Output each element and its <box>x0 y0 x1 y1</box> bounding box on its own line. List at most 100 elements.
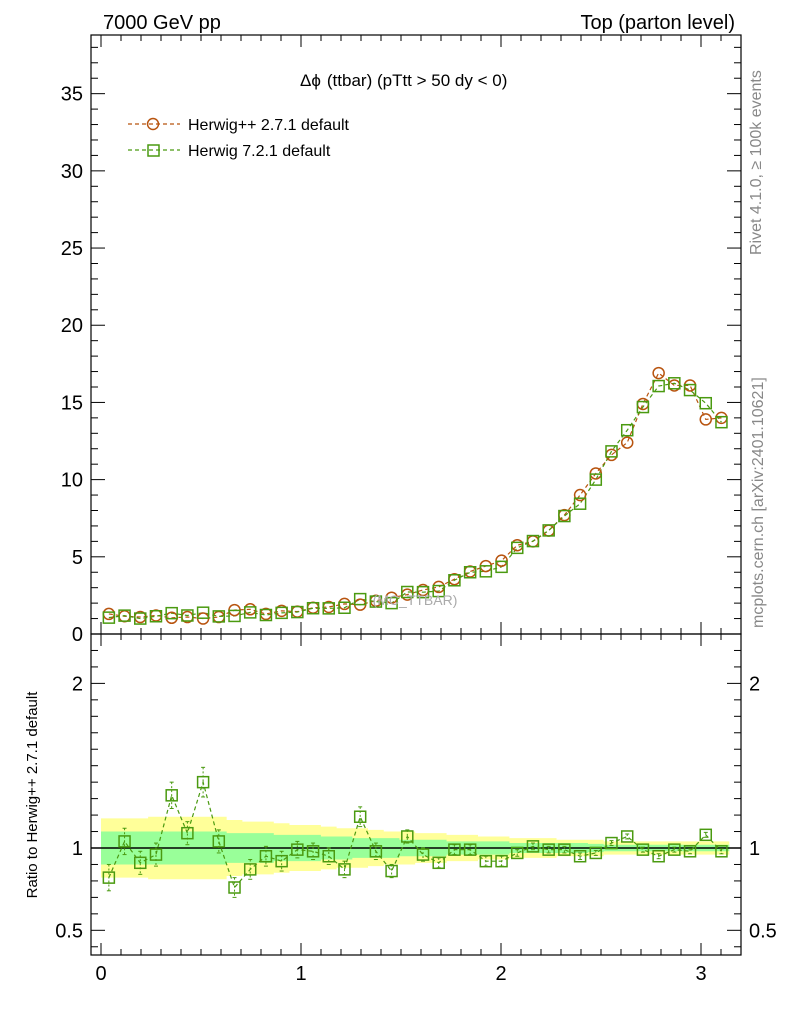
point-herwig7 <box>149 609 163 623</box>
ratio-point-herwig7 <box>134 856 147 870</box>
point-herwigpp <box>432 580 445 594</box>
point-herwig7 <box>526 534 540 548</box>
series-line-herwigpp <box>108 372 722 620</box>
point-herwig7 <box>511 541 524 555</box>
point-herwig7 <box>369 595 383 608</box>
point-herwig7 <box>668 377 681 390</box>
ratio-point-herwig7 <box>448 843 461 856</box>
ratio-y-tick-label-right: 2 <box>749 673 760 695</box>
ratio-point-herwig7 <box>102 871 116 884</box>
point-herwig7 <box>605 445 618 458</box>
ratio-point-herwig7 <box>212 835 226 848</box>
ratio-point-herwig7 <box>259 849 273 863</box>
point-herwig7 <box>306 601 320 615</box>
y-tick-label: 35 <box>61 84 83 106</box>
legend-label-herwigpp: Herwig++ 2.7.1 default <box>188 117 350 134</box>
x-tick-label: 1 <box>295 963 306 985</box>
ratio-point-herwig7 <box>338 863 351 876</box>
legend-marker-herwig7 <box>147 144 160 157</box>
mcplots-label: mcplots.cern.ch [arXiv:2401.10621] <box>750 377 767 628</box>
point-herwig7 <box>102 611 116 624</box>
y-tick-label: 10 <box>61 470 83 492</box>
point-herwigpp <box>526 535 540 548</box>
ratio-point-herwig7 <box>495 854 508 868</box>
point-herwig7 <box>558 509 571 523</box>
ratio-point-herwig7 <box>149 848 163 861</box>
point-herwig7 <box>652 379 665 393</box>
point-herwigpp <box>715 411 728 425</box>
main-panel: 0 5 10 15 20 25 30 35 <box>61 34 742 646</box>
point-herwig7 <box>683 383 697 397</box>
series-line-herwig7 <box>108 382 722 620</box>
ratio-point-herwig7 <box>589 846 603 860</box>
point-herwig7 <box>416 585 430 599</box>
point-herwig7 <box>463 565 477 579</box>
point-herwig7 <box>196 606 210 619</box>
ratio-point-herwig7 <box>228 881 241 894</box>
point-herwigpp <box>511 538 524 552</box>
x-tick-label: 3 <box>695 963 706 985</box>
point-herwigpp <box>652 366 665 380</box>
ratio-y-tick-label-right: 0.5 <box>749 920 777 942</box>
point-herwig7 <box>636 400 650 414</box>
ratio-point-herwig7 <box>668 843 681 856</box>
ratio-point-herwig7 <box>181 826 194 840</box>
point-herwigpp <box>463 565 477 578</box>
ratio-point-herwig7 <box>306 845 320 858</box>
legend-marker-herwigpp <box>146 117 160 131</box>
chart-title: Δϕ (ttbar) (pTtt > 50 dy < 0) <box>300 71 507 90</box>
point-herwig7 <box>118 609 131 622</box>
point-herwigpp <box>573 488 587 502</box>
x-tick-label: 0 <box>95 963 106 985</box>
y-tick-label: 20 <box>61 315 83 337</box>
point-herwigpp <box>620 436 634 449</box>
point-herwig7 <box>181 609 194 622</box>
y-tick-label: 0 <box>72 624 83 646</box>
ratio-ylabel: Ratio to Herwig++ 2.7.1 default <box>24 691 41 899</box>
x-tick-label: 2 <box>495 963 506 985</box>
ratio-point-herwig7 <box>243 863 257 876</box>
ratio-point-herwig7 <box>401 830 414 843</box>
point-herwig7 <box>542 524 555 537</box>
ratio-point-herwig7 <box>573 849 587 863</box>
point-herwig7 <box>495 560 508 574</box>
ratio-point-herwig7 <box>558 843 571 856</box>
ratio-point-herwig7 <box>636 843 650 856</box>
point-herwigpp <box>149 609 163 622</box>
header-right: Top (parton level) <box>580 12 735 34</box>
chart-title-symbol: Δϕ <box>300 71 321 90</box>
point-herwig7 <box>385 596 398 610</box>
y-tick-label: 5 <box>72 547 83 569</box>
point-herwigpp <box>699 413 713 426</box>
ratio-line-herwig7 <box>108 779 722 889</box>
ratio-point-herwig7 <box>291 843 304 856</box>
point-herwig7 <box>243 606 257 619</box>
ratio-point-herwig7 <box>369 845 383 858</box>
ratio-y-tick-label: 1 <box>72 838 83 860</box>
ratio-point-herwig7 <box>620 830 634 843</box>
ratio-y-tick-label: 0.5 <box>55 920 83 942</box>
point-herwigpp <box>291 605 304 618</box>
ratio-point-herwig7 <box>432 856 445 870</box>
ratio-point-herwig7 <box>683 845 697 858</box>
rivet-label: Rivet 4.1.0, ≥ 100k events <box>748 70 765 255</box>
ratio-point-herwig7 <box>463 843 477 856</box>
point-herwigpp <box>306 601 320 615</box>
point-herwigpp <box>118 609 131 623</box>
point-herwigpp <box>165 611 178 625</box>
point-herwig7 <box>479 565 493 578</box>
point-herwigpp <box>243 603 257 616</box>
point-herwigpp <box>212 610 226 624</box>
ratio-frame <box>90 633 742 956</box>
watermark: (MC_TTBAR) <box>373 592 458 608</box>
point-herwig7 <box>432 584 445 598</box>
point-herwig7 <box>448 574 461 587</box>
point-herwig7 <box>165 606 178 620</box>
point-herwig7 <box>338 601 351 615</box>
ratio-point-herwig7 <box>118 835 131 848</box>
point-herwig7 <box>589 473 603 486</box>
point-herwig7 <box>353 592 367 606</box>
point-herwig7 <box>275 606 288 620</box>
y-tick-label: 15 <box>61 392 83 414</box>
